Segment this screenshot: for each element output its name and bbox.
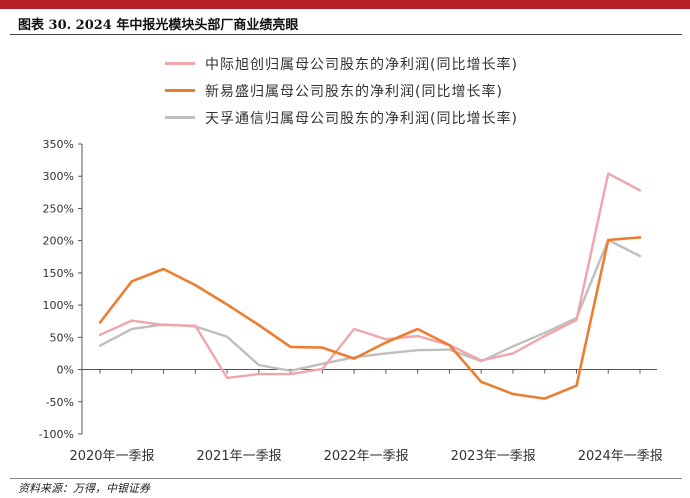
legend-item-xinyisheng: 新易盛归属母公司股东的净利润(同比增长率) xyxy=(165,77,518,104)
line-chart: -100% -50% 0% 50% 100% 150% 200% 250% 300% 350% 20… xyxy=(39,138,663,464)
source-note: 资料来源：万得，中银证券 xyxy=(18,482,150,495)
legend-label-zhongji: 中际旭创归属母公司股东的净利润(同比增长率) xyxy=(205,56,518,73)
chart-legend: 中际旭创归属母公司股东的净利润(同比增长率) 新易盛归属母公司股东的净利润(同比… xyxy=(165,50,518,131)
header-accent-bar xyxy=(0,0,690,9)
y-tick-label: 300% xyxy=(43,170,74,183)
y-tick-label: -100% xyxy=(39,428,74,441)
footer-divider xyxy=(10,478,682,479)
y-tick-label: 150% xyxy=(43,267,74,280)
y-tick-label: 250% xyxy=(43,202,74,215)
legend-swatch-xinyisheng xyxy=(165,89,195,92)
y-tick-label: 50% xyxy=(50,331,74,344)
title-divider xyxy=(10,34,682,35)
legend-swatch-zhongji xyxy=(165,62,195,65)
series-line-1 xyxy=(98,236,642,400)
y-tick-label: 100% xyxy=(43,299,74,312)
legend-swatch-tianfu xyxy=(165,116,195,119)
figure-title: 图表 30. 2024 年中报光模块头部厂商业绩亮眼 xyxy=(18,18,299,33)
x-tick-label: 2023年一季报 xyxy=(451,449,536,464)
y-tick-label: -50% xyxy=(46,396,74,409)
y-tick-label: 200% xyxy=(43,235,74,248)
legend-item-tianfu: 天孚通信归属母公司股东的净利润(同比增长率) xyxy=(165,104,518,131)
x-tick-label: 2020年一季报 xyxy=(69,449,154,464)
legend-item-zhongji: 中际旭创归属母公司股东的净利润(同比增长率) xyxy=(165,50,518,77)
legend-label-tianfu: 天孚通信归属母公司股东的净利润(同比增长率) xyxy=(205,110,518,127)
x-tick-label: 2024年一季报 xyxy=(578,449,663,464)
legend-label-xinyisheng: 新易盛归属母公司股东的净利润(同比增长率) xyxy=(205,83,503,100)
x-tick-label: 2022年一季报 xyxy=(324,449,409,464)
y-tick-label: 350% xyxy=(43,138,74,151)
series-line-0 xyxy=(98,172,642,380)
y-tick-label: 0% xyxy=(57,364,74,377)
x-tick-label: 2021年一季报 xyxy=(197,449,282,464)
